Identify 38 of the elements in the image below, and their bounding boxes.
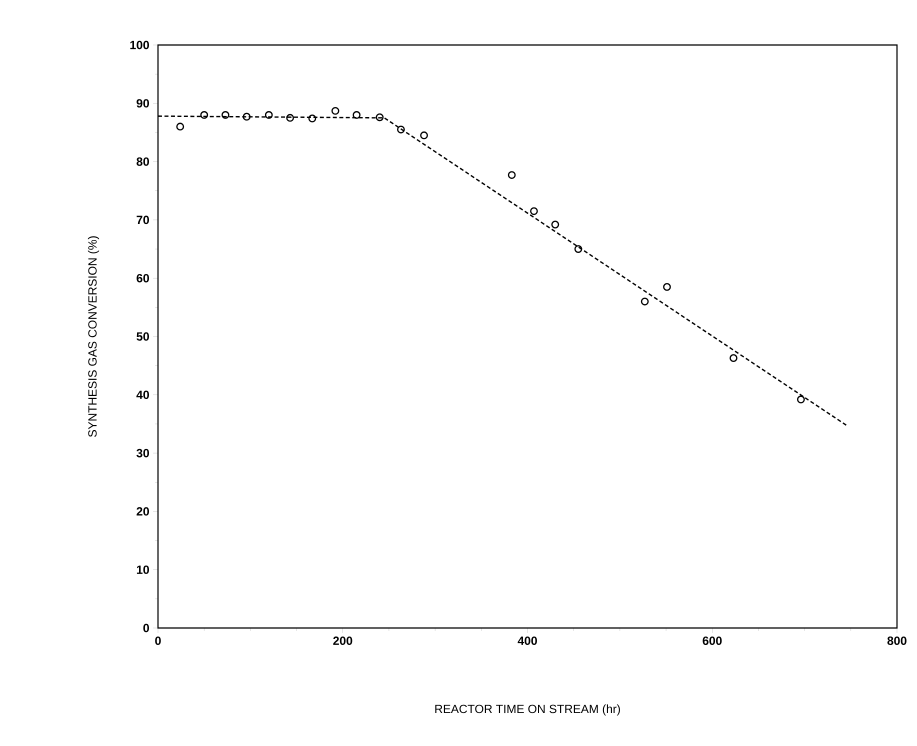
point	[308, 114, 316, 122]
x-tick-label: 200	[333, 636, 352, 645]
point	[551, 220, 560, 228]
y-tick-label: 70	[136, 216, 150, 224]
y-tick-label: 20	[136, 507, 150, 516]
y-tick-label: 80	[136, 157, 150, 166]
point	[796, 396, 805, 404]
point	[222, 111, 230, 119]
y-tick-label: 50	[136, 332, 150, 341]
point	[574, 245, 582, 253]
point	[200, 111, 208, 119]
y-tick-label: 30	[136, 448, 150, 458]
y-tick-label: 10	[136, 565, 150, 574]
point	[176, 122, 184, 131]
point	[508, 171, 516, 179]
x-tick-label: 400	[518, 636, 537, 645]
point	[376, 113, 384, 122]
point	[530, 207, 538, 216]
point	[640, 298, 649, 306]
y-axis-title: SYNTHESIS GAS CONVERSION (%)	[88, 236, 100, 437]
point	[264, 111, 273, 119]
y-tick-label: 0	[143, 624, 150, 632]
point	[397, 126, 405, 134]
y-tick-label: 40	[136, 390, 150, 400]
point	[242, 112, 251, 121]
point	[331, 106, 340, 115]
point	[663, 283, 671, 291]
x-tick-label: 0	[155, 636, 161, 645]
point	[286, 114, 294, 122]
x-tick-label: 600	[702, 636, 722, 645]
point	[420, 131, 428, 140]
point	[352, 111, 361, 119]
y-tick-label: 90	[136, 99, 150, 108]
point	[730, 354, 738, 362]
x-axis-title: REACTOR TIME ON STREAM (hr)	[435, 704, 620, 716]
x-tick-label: 800	[887, 636, 906, 645]
y-tick-label: 100	[130, 40, 150, 50]
y-tick-label: 60	[136, 274, 150, 282]
